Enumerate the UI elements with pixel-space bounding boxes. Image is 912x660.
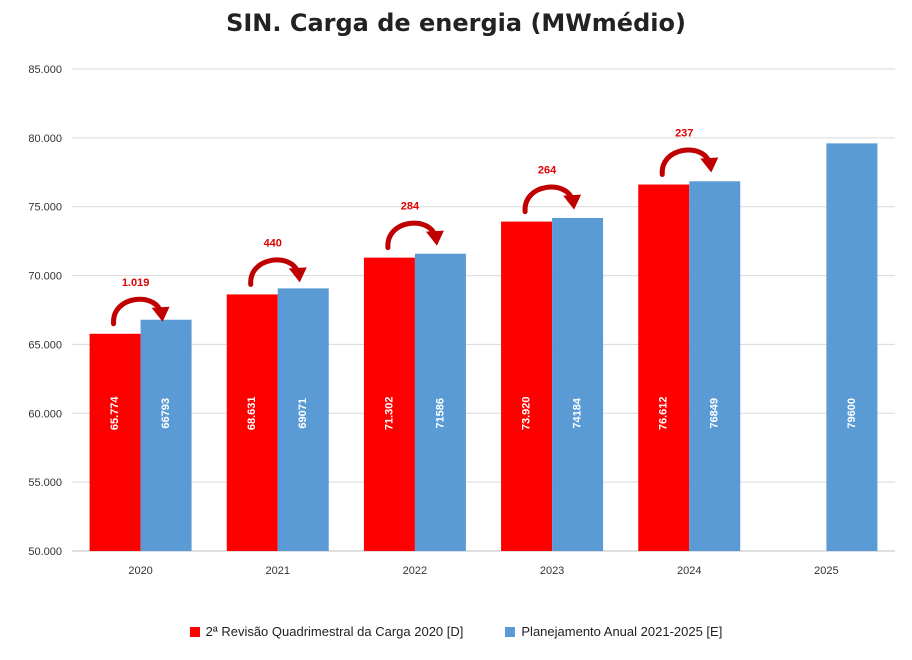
chart-title: SIN. Carga de energia (MWmédio) [226, 9, 686, 37]
grid-lines [72, 68, 895, 552]
y-tick-label: 75.000 [28, 202, 62, 214]
bar-value-label: 65.774 [109, 396, 121, 431]
delta-label: 264 [538, 165, 557, 177]
bar-series-1 [501, 221, 553, 551]
x-tick-label: 2021 [266, 565, 290, 577]
legend: 2ª Revisão Quadrimestral da Carga 2020 [… [0, 624, 912, 639]
bar-value-label: 79600 [846, 398, 858, 429]
bar-value-label: 71586 [434, 398, 446, 429]
legend-item-series-2: Planejamento Anual 2021-2025 [E] [505, 624, 722, 639]
bar-series-1 [638, 184, 690, 551]
bar-value-label: 76849 [709, 398, 721, 429]
bar-series-2 [140, 319, 192, 551]
y-tick-label: 70.000 [28, 271, 62, 283]
bar-value-label: 76.612 [658, 396, 670, 430]
bar-series-2 [826, 143, 878, 551]
x-axis: 2020 2021 2022 2023 2024 2025 [128, 565, 838, 577]
bar-series-2 [689, 181, 741, 551]
legend-swatch-series-2 [505, 626, 516, 637]
y-tick-label: 60.000 [28, 408, 62, 420]
legend-label-series-2: Planejamento Anual 2021-2025 [E] [521, 624, 723, 639]
bar-series-1 [226, 294, 278, 551]
x-tick-label: 2023 [540, 565, 564, 577]
bar-value-label: 73.920 [520, 396, 532, 430]
bar-value-label: 74184 [571, 397, 583, 428]
delta-arrow [248, 257, 307, 287]
bar-series-2 [414, 253, 466, 551]
delta-label: 237 [675, 128, 693, 140]
bar-series-1 [89, 333, 141, 551]
bar-value-label: 71.302 [383, 396, 395, 430]
y-tick-label: 85.000 [28, 64, 62, 76]
bar-series-2 [277, 288, 329, 551]
y-axis: 50.000 55.000 60.000 65.000 70.000 75.000 80.0… [28, 64, 62, 558]
delta-arrow [111, 296, 170, 327]
legend-swatch-series-1 [189, 626, 200, 637]
x-tick-label: 2024 [677, 565, 701, 577]
x-tick-label: 2020 [128, 565, 152, 577]
bar-series-1 [363, 257, 415, 551]
bar-value-label: 69071 [297, 398, 309, 429]
legend-item-series-1: 2ª Revisão Quadrimestral da Carga 2020 [… [189, 624, 464, 639]
bars: 65.774 66793 68.631 69071 71.302 71586 73.920 7… [89, 143, 878, 551]
bar-series-2 [552, 217, 604, 551]
delta-arrow [522, 184, 582, 215]
y-tick-label: 50.000 [28, 546, 62, 558]
bar-value-label: 66793 [160, 398, 172, 429]
legend-label-series-1: 2ª Revisão Quadrimestral da Carga 2020 [… [205, 624, 464, 639]
delta-label: 440 [264, 237, 282, 249]
delta-label: 284 [401, 201, 420, 213]
y-tick-label: 65.000 [28, 339, 62, 351]
delta-arrow [385, 220, 444, 251]
y-tick-label: 55.000 [28, 477, 62, 489]
delta-arrow [659, 147, 719, 178]
delta-label: 1.019 [122, 277, 150, 289]
x-tick-label: 2022 [403, 565, 427, 577]
bar-value-label: 68.631 [246, 396, 258, 430]
annotations: 1.019 440 284 264 237 [111, 128, 719, 327]
y-tick-label: 80.000 [28, 133, 62, 145]
x-tick-label: 2025 [814, 565, 838, 577]
